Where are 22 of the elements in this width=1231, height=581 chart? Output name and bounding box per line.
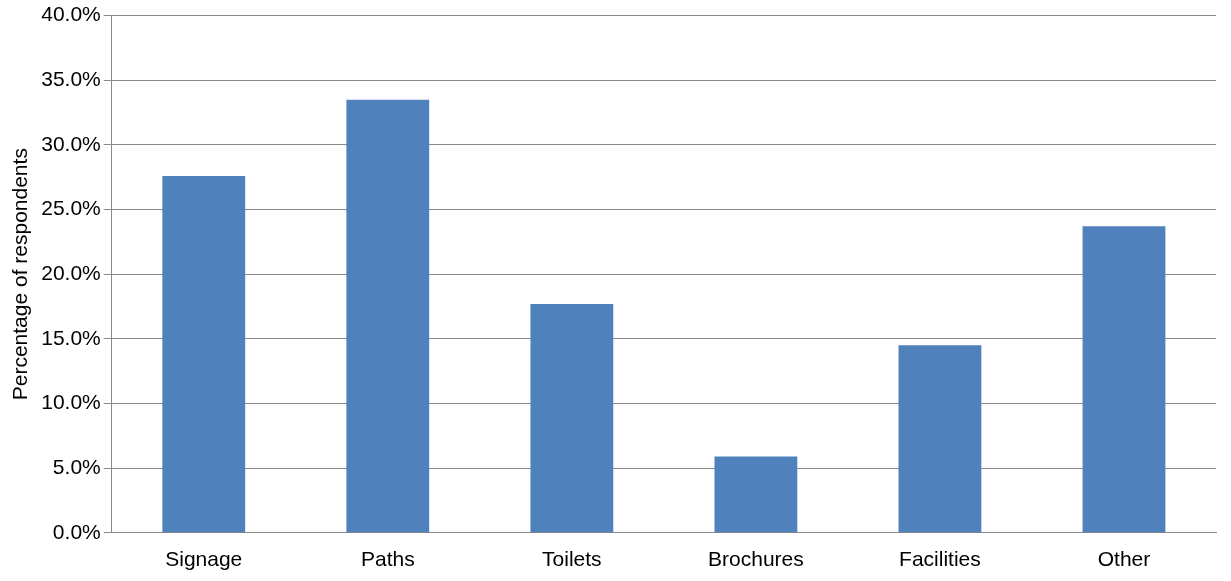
x-tick-label: Signage (165, 547, 243, 571)
bar (898, 345, 982, 533)
y-tick-label: 35.0% (41, 67, 101, 91)
bar (346, 99, 430, 533)
y-tick-label: 0.0% (52, 519, 101, 543)
bar (530, 303, 614, 533)
x-tick-label: Toilets (542, 547, 602, 571)
x-tick-label: Other (1097, 547, 1151, 571)
y-tick-label: 30.0% (41, 131, 101, 155)
x-tick-label: Facilities (899, 547, 981, 571)
y-tick-label: 10.0% (41, 390, 101, 414)
x-tick-label: Paths (360, 547, 415, 571)
x-tick-label: Brochures (708, 547, 804, 571)
y-tick-label: 20.0% (41, 261, 101, 284)
y-tick-label: 40.0% (41, 2, 101, 26)
y-axis-title: Percentage of respondents (8, 148, 32, 401)
y-tick-label: 5.0% (52, 454, 101, 478)
bar (714, 456, 798, 533)
bar (1082, 226, 1166, 533)
bar (162, 175, 246, 533)
y-tick-label: 15.0% (41, 325, 101, 349)
y-tick-label: 25.0% (41, 196, 101, 220)
